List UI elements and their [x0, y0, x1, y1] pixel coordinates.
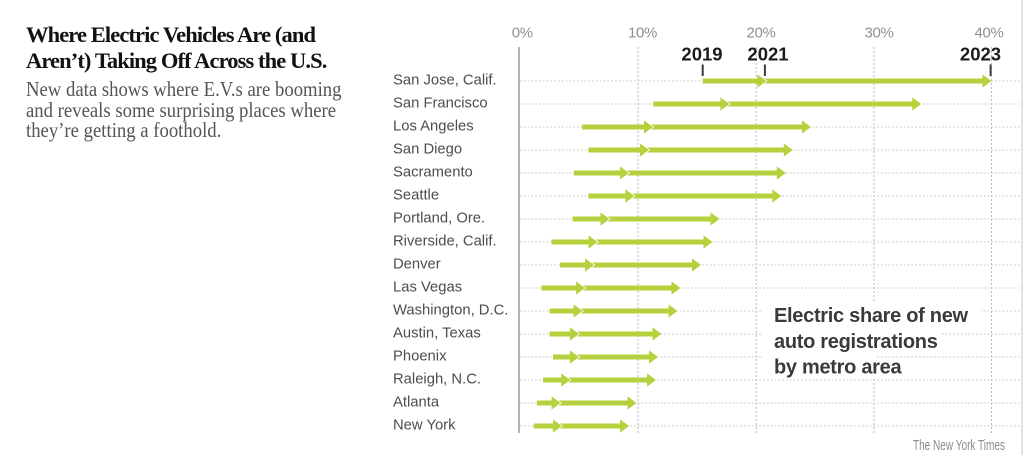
svg-text:2019: 2019 — [681, 44, 722, 65]
svg-text:Portland, Ore.: Portland, Ore. — [393, 210, 485, 226]
svg-text:30%: 30% — [864, 24, 893, 41]
svg-text:10%: 10% — [628, 24, 657, 41]
svg-text:San Francisco: San Francisco — [393, 95, 488, 111]
svg-text:San Diego: San Diego — [393, 141, 462, 157]
svg-text:Raleigh, N.C.: Raleigh, N.C. — [393, 371, 481, 387]
svg-text:San Jose, Calif.: San Jose, Calif. — [393, 72, 497, 88]
svg-text:Los Angeles: Los Angeles — [393, 118, 474, 134]
svg-text:Sacramento: Sacramento — [393, 164, 473, 180]
svg-text:Phoenix: Phoenix — [393, 348, 447, 364]
svg-text:2021: 2021 — [747, 44, 788, 65]
svg-text:New York: New York — [393, 417, 456, 433]
svg-text:Riverside, Calif.: Riverside, Calif. — [393, 233, 497, 249]
svg-text:Electric share of new: Electric share of new — [774, 305, 969, 327]
svg-text:auto registrations: auto registrations — [774, 331, 938, 353]
svg-text:0%: 0% — [512, 24, 533, 41]
svg-text:Washington, D.C.: Washington, D.C. — [393, 302, 508, 318]
svg-text:Denver: Denver — [393, 256, 441, 272]
svg-text:Las Vegas: Las Vegas — [393, 279, 462, 295]
svg-text:by metro area: by metro area — [774, 357, 902, 379]
svg-text:20%: 20% — [746, 24, 775, 41]
svg-text:Atlanta: Atlanta — [393, 394, 440, 410]
svg-text:40%: 40% — [974, 24, 1003, 41]
svg-text:Seattle: Seattle — [393, 187, 439, 203]
svg-text:The New York Times: The New York Times — [913, 436, 1005, 454]
svg-text:Austin, Texas: Austin, Texas — [393, 325, 481, 341]
svg-text:2023: 2023 — [960, 44, 1001, 65]
